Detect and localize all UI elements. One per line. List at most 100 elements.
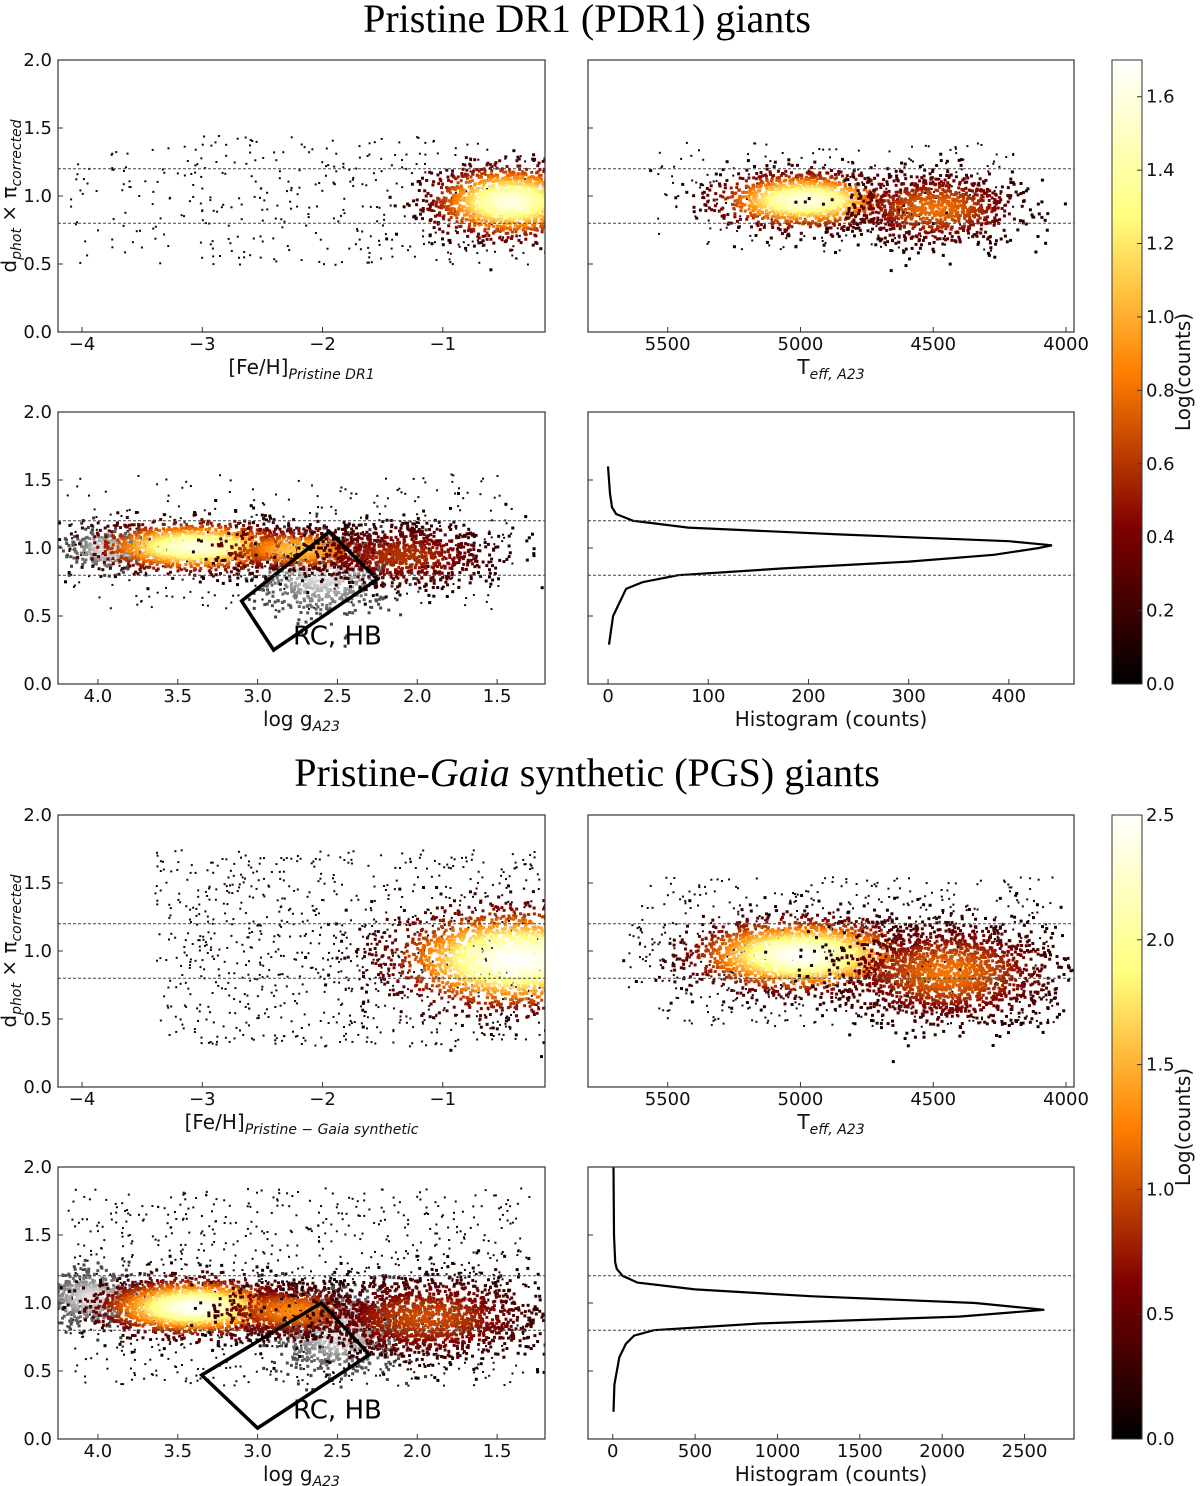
density-cell	[799, 185, 803, 189]
density-cell	[737, 172, 741, 176]
scatter-point	[950, 185, 953, 188]
density-cell	[549, 212, 552, 215]
scatter-point	[66, 494, 69, 497]
density-cell	[523, 179, 527, 183]
density-cell	[758, 209, 762, 213]
scatter-point	[756, 182, 759, 185]
density-cell	[550, 195, 553, 198]
density-cell	[529, 203, 533, 207]
density-cell	[942, 213, 946, 217]
density-cell	[567, 222, 570, 225]
density-cell	[905, 221, 909, 225]
scatter-point	[272, 237, 275, 240]
scatter-point	[181, 486, 184, 489]
scatter-point	[770, 218, 773, 221]
density-cell	[449, 210, 453, 214]
density-cell	[815, 192, 819, 196]
density-cell	[920, 188, 924, 192]
density-cell	[833, 217, 837, 221]
x-axis-label-main: T	[796, 355, 810, 379]
density-cell	[785, 190, 789, 193]
density-cell	[487, 227, 491, 231]
scatter-point	[86, 182, 89, 185]
density-cell	[447, 238, 451, 242]
density-cell	[894, 208, 898, 212]
scatter-point	[280, 218, 283, 221]
density-cell	[402, 205, 406, 209]
density-cell	[549, 196, 552, 199]
density-cell	[916, 188, 920, 192]
scatter-point	[413, 255, 416, 258]
density-cell	[811, 220, 815, 223]
density-cell	[454, 225, 458, 229]
density-cell	[584, 188, 587, 191]
density-cell	[887, 189, 891, 193]
density-cell	[547, 197, 550, 200]
density-cell	[854, 177, 858, 181]
density-cell	[794, 245, 798, 249]
density-cell	[517, 226, 521, 230]
density-cell	[467, 210, 471, 214]
density-cell	[987, 253, 991, 257]
density-cell	[749, 199, 753, 203]
density-cell	[897, 240, 901, 244]
density-cell	[523, 218, 527, 222]
density-cell	[489, 163, 493, 167]
density-cell	[512, 181, 516, 185]
density-cell	[971, 198, 975, 202]
density-cell	[406, 202, 410, 206]
scatter-point	[382, 224, 384, 227]
density-cell	[985, 194, 989, 198]
density-cell	[481, 210, 485, 214]
density-cell	[768, 184, 772, 188]
density-cell	[753, 165, 756, 168]
density-cell	[490, 165, 494, 168]
density-cell	[965, 197, 969, 201]
density-cell	[524, 187, 528, 191]
density-cell	[937, 213, 941, 217]
density-cell	[557, 219, 560, 222]
density-cell	[925, 231, 929, 235]
density-cell	[964, 193, 968, 196]
density-cell	[807, 172, 811, 176]
density-cell	[577, 190, 580, 193]
density-cell	[456, 186, 460, 190]
density-cell	[883, 210, 887, 214]
scatter-point	[390, 164, 393, 167]
density-cell	[569, 183, 572, 186]
density-cell	[771, 196, 775, 200]
density-cell	[798, 200, 802, 204]
density-cell	[804, 181, 808, 185]
scatter-point	[719, 228, 722, 231]
scatter-point	[471, 240, 474, 243]
density-cell	[903, 162, 907, 166]
density-cell	[533, 183, 537, 187]
density-cell	[754, 177, 758, 181]
density-cell	[475, 204, 479, 208]
density-cell	[549, 202, 552, 205]
density-cell	[879, 183, 883, 187]
scatter-point	[412, 477, 415, 480]
density-cell	[719, 194, 723, 198]
scatter-point	[405, 167, 408, 170]
scatter-point	[709, 227, 712, 230]
density-cell	[574, 192, 577, 195]
density-cell	[483, 212, 487, 216]
density-cell	[456, 181, 460, 185]
scatter-point	[365, 184, 368, 187]
density-cell	[528, 175, 532, 179]
density-cell	[566, 196, 569, 199]
density-cell	[554, 177, 557, 180]
scatter-point	[383, 213, 386, 216]
density-cell	[490, 205, 494, 209]
scatter-point	[845, 234, 848, 237]
density-cell	[973, 210, 977, 214]
density-cell	[799, 231, 803, 235]
density-cell	[908, 257, 911, 261]
density-cell	[519, 205, 523, 209]
density-cell	[533, 186, 536, 189]
density-cell	[823, 216, 827, 220]
density-cell	[967, 218, 971, 222]
density-cell	[547, 183, 550, 186]
scatter-point	[204, 167, 207, 170]
